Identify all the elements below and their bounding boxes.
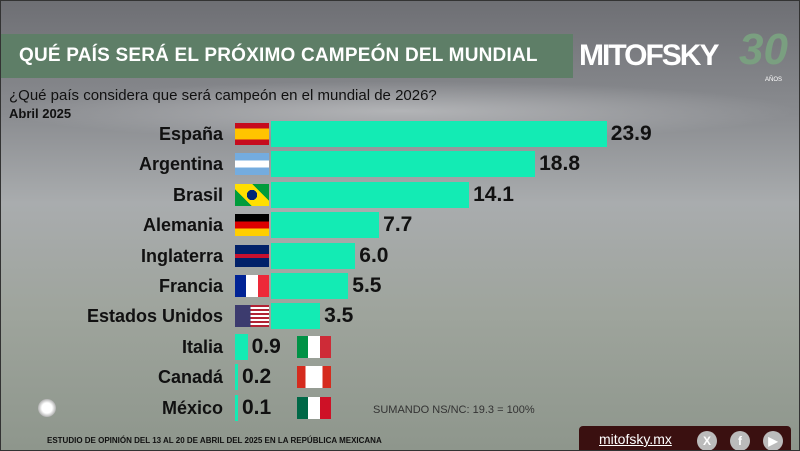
logo-30: 30 — [739, 25, 788, 74]
bar-usa — [271, 303, 321, 330]
value-label: 3.5 — [324, 304, 354, 328]
value-label: 7.7 — [383, 213, 413, 237]
page-title: QUÉ PAÍS SERÁ EL PRÓXIMO CAMPEÓN DEL MUN… — [19, 45, 538, 66]
value-label: 23.9 — [610, 122, 652, 145]
flag-italy-icon — [297, 335, 331, 358]
category-label: Francia — [158, 276, 223, 296]
value-label: 6.0 — [359, 243, 389, 267]
value-label: 5.5 — [352, 274, 382, 297]
category-label: Alemania — [142, 215, 223, 236]
flag-argentina-icon — [235, 153, 269, 176]
flag-france-icon — [235, 275, 269, 297]
x-icon[interactable]: X — [697, 431, 717, 450]
study-footnote: ESTUDIO DE OPINIÓN DEL 13 AL 20 DE ABRIL… — [47, 436, 382, 445]
survey-question: ¿Qué país considera que será campeón en … — [9, 87, 437, 104]
category-label: Inglaterra — [140, 245, 223, 266]
site-link[interactable]: mitofsky.mx — [599, 431, 672, 447]
mitofsky-logo: MITOFSKY — [579, 39, 719, 72]
category-label: España — [158, 124, 223, 144]
bar-canada — [235, 364, 238, 391]
soccer-ball-icon — [38, 399, 56, 417]
bar-argentina — [271, 151, 536, 178]
logo-years: AÑOS — [765, 77, 783, 83]
category-label: Estados Unidos — [86, 306, 223, 327]
value-label: 0.2 — [242, 365, 272, 389]
value-label: 0.9 — [251, 334, 281, 358]
value-label: 14.1 — [473, 182, 514, 206]
bar-uk — [271, 242, 356, 269]
bar-mexico — [235, 394, 238, 421]
youtube-icon[interactable]: ▶ — [763, 431, 783, 450]
flag-spain-icon — [235, 123, 269, 145]
bar-germany — [271, 212, 380, 239]
flag-mexico-icon — [297, 396, 331, 419]
flag-usa-icon — [235, 305, 269, 328]
category-label: Italia — [181, 336, 223, 357]
flag-uk-icon — [235, 244, 269, 267]
bar-brazil — [271, 181, 470, 208]
bar-spain — [271, 121, 607, 147]
survey-period: Abril 2025 — [9, 106, 72, 121]
category-label: Brasil — [172, 184, 223, 205]
flag-canada-icon — [297, 366, 331, 389]
bar-france — [271, 273, 349, 299]
title-band — [1, 34, 573, 78]
bar-italy — [235, 333, 248, 360]
category-label: Canadá — [157, 367, 223, 388]
ns-nc-note: SUMANDO NS/NC: 19.3 = 100% — [373, 404, 535, 416]
value-label: 18.8 — [539, 152, 580, 176]
category-label: Argentina — [138, 154, 223, 175]
footer-box — [579, 426, 791, 450]
flag-brazil-icon — [235, 183, 269, 206]
flag-germany-icon — [235, 214, 269, 237]
category-label: México — [161, 397, 223, 418]
facebook-icon[interactable]: f — [730, 431, 750, 450]
value-label: 0.1 — [242, 395, 272, 419]
